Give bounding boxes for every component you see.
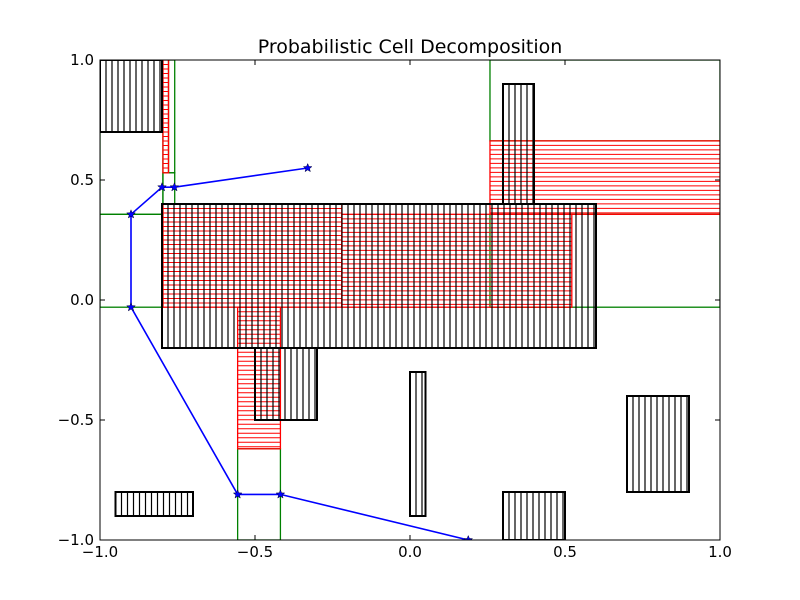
path-point [126, 209, 136, 219]
y-tick-label: 0.0 [70, 291, 94, 309]
path [126, 162, 474, 540]
path-point [302, 162, 313, 173]
obstacle [114, 491, 194, 517]
x-tick-label: −0.5 [237, 543, 273, 561]
axes: −1.0 −0.5 0.0 0.5 1.0 −1.0 −0.5 0.0 0.5 1.0 [58, 51, 732, 561]
y-tick-label: 1.0 [70, 51, 94, 69]
obstacle [626, 395, 690, 493]
chart-title: Probabilistic Cell Decomposition [258, 36, 563, 58]
path-point [275, 489, 286, 499]
path-point [157, 181, 167, 192]
x-tick-label: 0.5 [553, 543, 577, 561]
obstacles [100, 60, 690, 540]
possible-cell [162, 60, 170, 174]
possible-cell [236, 306, 282, 450]
path-point [169, 181, 180, 192]
path-point [463, 534, 474, 540]
path-point [126, 301, 136, 312]
x-tick-label: 1.0 [708, 543, 732, 561]
obstacle [409, 371, 427, 517]
obstacle [161, 203, 597, 349]
y-tick-label: −0.5 [58, 411, 94, 429]
obstacle [100, 60, 163, 133]
obstacle [254, 347, 318, 421]
y-tick-label: 0.5 [70, 171, 94, 189]
path-point [232, 489, 243, 499]
y-tick-label: −1.0 [58, 531, 94, 549]
possible-cell [489, 140, 720, 215]
x-tick-label: 0.0 [398, 543, 422, 561]
obstacle [502, 83, 535, 205]
x-tick-label: −1.0 [82, 543, 118, 561]
obstacle [502, 491, 566, 540]
